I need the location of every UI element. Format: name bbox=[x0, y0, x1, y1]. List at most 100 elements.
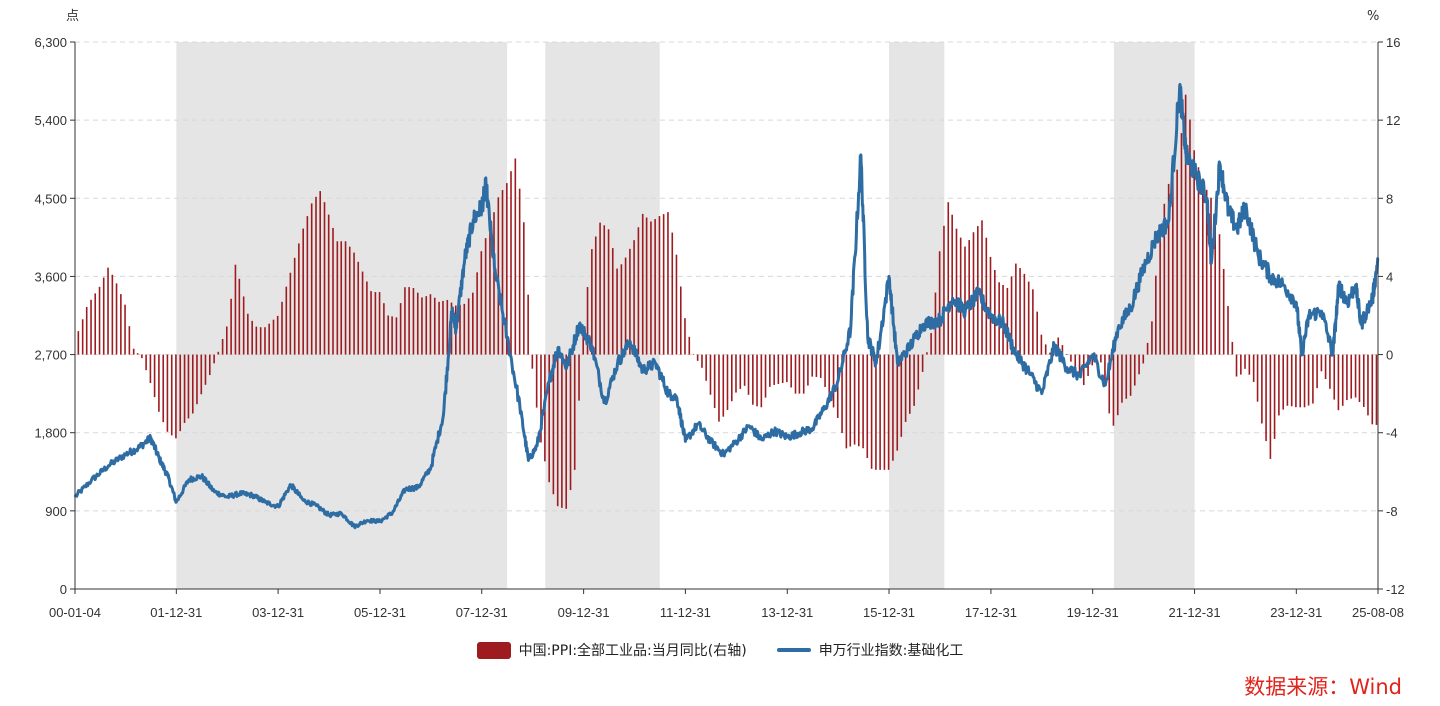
ppi-bar bbox=[221, 339, 224, 355]
ppi-bar bbox=[1244, 354, 1246, 369]
ppi-bar bbox=[370, 291, 372, 355]
ppi-bar bbox=[658, 216, 661, 355]
ppi-bar bbox=[298, 243, 300, 355]
right-tick-label: -12 bbox=[1386, 582, 1405, 597]
left-tick-label: 900 bbox=[45, 504, 67, 519]
x-tick-label: 17-12-31 bbox=[965, 605, 1017, 620]
ppi-bar bbox=[548, 354, 550, 483]
ppi-bar bbox=[1371, 354, 1374, 425]
ppi-bar bbox=[90, 299, 92, 355]
ppi-bar bbox=[870, 354, 873, 469]
left-tick-label: 4,500 bbox=[34, 191, 67, 206]
ppi-bar bbox=[845, 354, 848, 449]
ppi-bar bbox=[887, 354, 890, 470]
ppi-bar bbox=[208, 354, 211, 376]
ppi-bar bbox=[1155, 275, 1157, 355]
ppi-bar bbox=[1312, 354, 1314, 404]
ppi-bar bbox=[1299, 354, 1302, 408]
ppi-bar bbox=[238, 278, 241, 355]
ppi-bar bbox=[421, 297, 423, 355]
ppi-bar bbox=[1172, 176, 1174, 355]
ppi-bar bbox=[730, 354, 733, 402]
ppi-bar bbox=[828, 354, 831, 397]
ppi-bar bbox=[523, 222, 525, 355]
ppi-bar bbox=[391, 316, 393, 355]
ppi-bar bbox=[857, 354, 860, 447]
ppi-bar bbox=[807, 354, 809, 386]
ppi-bar bbox=[1282, 354, 1285, 410]
ppi-bar bbox=[1307, 354, 1310, 406]
ppi-bar bbox=[1091, 354, 1094, 366]
ppi-bar bbox=[747, 354, 750, 395]
ppi-bar bbox=[760, 354, 763, 408]
ppi-bar bbox=[1189, 119, 1191, 355]
ppi-bar bbox=[1082, 354, 1085, 386]
ppi-bar bbox=[1222, 268, 1225, 355]
ppi-bar bbox=[735, 354, 737, 393]
ppi-bar bbox=[951, 214, 953, 355]
ppi-bar bbox=[1273, 354, 1276, 439]
ppi-bar bbox=[1295, 354, 1297, 408]
ppi-bar bbox=[1235, 354, 1238, 377]
ppi-bar bbox=[1375, 354, 1378, 425]
ppi-bar bbox=[124, 304, 126, 355]
ppi-bar bbox=[251, 320, 253, 355]
ppi-bar bbox=[1138, 354, 1140, 375]
x-tick-label: 07-12-31 bbox=[456, 605, 508, 620]
ppi-bar bbox=[701, 354, 703, 368]
ppi-bar bbox=[217, 351, 220, 355]
ppi-bar bbox=[1354, 354, 1357, 398]
legend-label-index: 申万行业指数:基础化工 bbox=[818, 643, 964, 659]
ppi-bar bbox=[629, 248, 631, 355]
ppi-bar bbox=[501, 190, 504, 355]
ppi-bar bbox=[336, 241, 339, 355]
ppi-bar bbox=[128, 326, 131, 355]
right-tick-label: 16 bbox=[1386, 35, 1400, 50]
ppi-bar bbox=[786, 354, 788, 383]
ppi-bar bbox=[102, 277, 105, 355]
left-tick-label: 0 bbox=[60, 582, 67, 597]
ppi-bar bbox=[1151, 321, 1153, 355]
ppi-bar bbox=[153, 354, 156, 398]
ppi-bar bbox=[136, 353, 139, 355]
ppi-bar bbox=[1329, 354, 1331, 389]
x-tick-label: 13-12-31 bbox=[761, 605, 813, 620]
ppi-bar bbox=[285, 286, 288, 355]
ppi-bar bbox=[743, 354, 746, 386]
ppi-bar bbox=[1074, 354, 1077, 370]
ppi-bar bbox=[679, 286, 682, 355]
ppi-bar bbox=[764, 354, 767, 398]
ppi-bar bbox=[442, 300, 444, 355]
ppi-bar bbox=[841, 354, 843, 433]
ppi-bar bbox=[484, 238, 487, 355]
ppi-bar bbox=[531, 354, 534, 369]
ppi-bar bbox=[175, 354, 177, 439]
ppi-bar bbox=[989, 256, 992, 355]
ppi-bar bbox=[289, 272, 292, 355]
ppi-bar bbox=[230, 298, 232, 355]
ppi-bar bbox=[1240, 354, 1242, 375]
ppi-bar bbox=[344, 241, 347, 355]
ppi-bar bbox=[315, 196, 317, 355]
ppi-bar bbox=[242, 296, 245, 355]
ppi-bar bbox=[790, 354, 792, 388]
ppi-bar bbox=[1133, 354, 1136, 386]
ppi-bar bbox=[756, 354, 758, 407]
right-tick-label: 0 bbox=[1386, 348, 1393, 363]
ppi-bar bbox=[361, 271, 364, 355]
ppi-bar bbox=[947, 202, 950, 355]
ppi-bar bbox=[1341, 354, 1344, 406]
ppi-bar bbox=[111, 274, 114, 355]
ppi-bar bbox=[913, 354, 915, 406]
ppi-bar bbox=[1070, 354, 1072, 362]
ppi-bar bbox=[183, 354, 186, 423]
ppi-bar bbox=[518, 188, 521, 355]
ppi-bar bbox=[1346, 354, 1348, 401]
ppi-bar bbox=[594, 236, 597, 355]
right-axis-unit: % bbox=[1367, 9, 1379, 24]
ppi-bar bbox=[892, 354, 894, 461]
ppi-bar bbox=[1286, 354, 1289, 406]
ppi-bar bbox=[1121, 354, 1123, 403]
ppi-bar bbox=[726, 354, 729, 410]
ppi-bar bbox=[981, 220, 983, 355]
